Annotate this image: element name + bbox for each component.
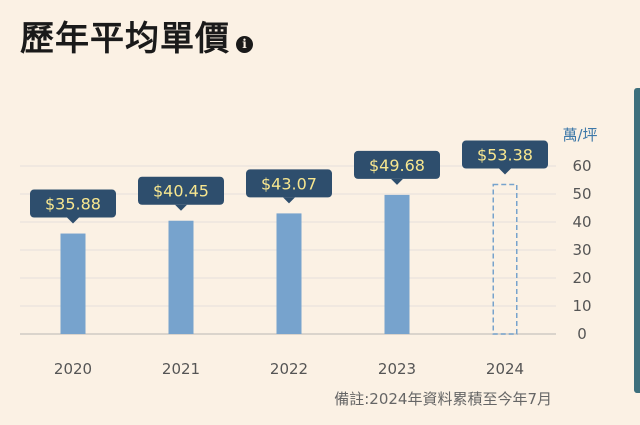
data-label-badge: [138, 176, 224, 205]
x-tick-label: 2021: [162, 360, 200, 378]
data-label-pointer: [175, 204, 187, 211]
y-tick-label: 10: [572, 297, 591, 315]
footnote: 備註:2024年資料累積至今年7月: [334, 390, 552, 408]
x-tick-label: 2023: [378, 360, 416, 378]
bar-2023[interactable]: [384, 194, 410, 334]
title-row: 歷年平均單價 i: [20, 22, 253, 56]
y-tick-label: 20: [572, 269, 591, 287]
data-label: $43.07: [261, 174, 317, 193]
y-tick-label: 60: [572, 157, 591, 175]
bar-2020[interactable]: [60, 233, 86, 334]
scroll-indicator[interactable]: [634, 88, 640, 393]
data-label-badge: [354, 150, 440, 179]
data-label-badge: [246, 169, 332, 198]
x-tick-label: 2020: [54, 360, 92, 378]
y-tick-label: 40: [572, 213, 591, 231]
y-tick-label: 0: [577, 325, 587, 343]
data-label-pointer: [283, 197, 295, 204]
info-icon[interactable]: i: [236, 35, 253, 53]
x-tick-label: 2022: [270, 360, 308, 378]
y-axis-unit-label: 萬/坪: [562, 126, 597, 144]
data-label-badge: [462, 140, 548, 169]
bar-2024[interactable]: [492, 183, 518, 335]
y-tick-label: 50: [572, 185, 591, 203]
x-tick-label: 2024: [486, 360, 524, 378]
y-tick-label: 30: [572, 241, 591, 259]
bar-2022[interactable]: [276, 213, 302, 334]
data-label: $35.88: [45, 195, 101, 214]
data-label-pointer: [67, 217, 79, 224]
data-label: $49.68: [369, 156, 425, 175]
data-label-pointer: [391, 178, 403, 185]
data-label: $53.38: [477, 146, 533, 165]
data-label-badge: [30, 189, 116, 218]
data-label: $40.45: [153, 182, 209, 201]
page-title: 歷年平均單價: [20, 19, 230, 59]
data-label-pointer: [499, 168, 511, 175]
bar-2021[interactable]: [168, 220, 194, 334]
